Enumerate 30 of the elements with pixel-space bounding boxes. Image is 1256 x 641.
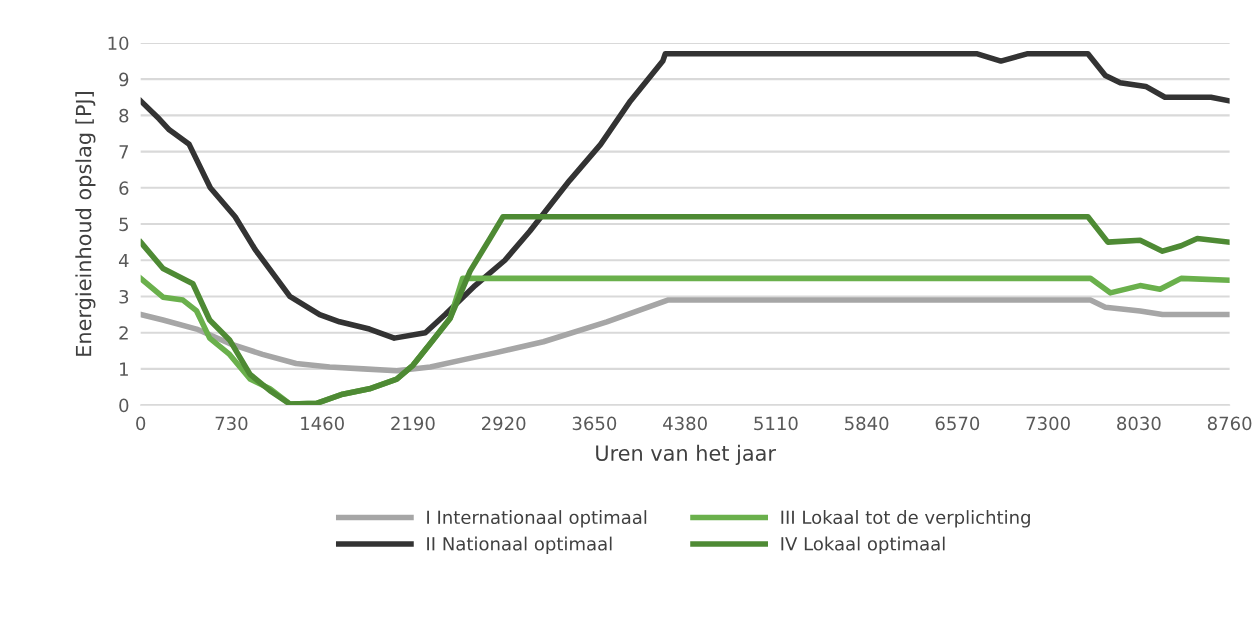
y-tick-label: 8 bbox=[119, 108, 129, 123]
y-tick-label: 3 bbox=[119, 289, 129, 304]
y-tick-label: 7 bbox=[119, 145, 129, 159]
x-tick-label: 730 bbox=[215, 416, 248, 431]
legend-label: I Internationaal optimaal bbox=[427, 510, 647, 528]
legend-label: II Nationaal optimaal bbox=[427, 536, 612, 555]
legend-label: IV Lokaal optimaal bbox=[781, 536, 945, 555]
y-tick-label: 9 bbox=[119, 72, 129, 87]
y-tick-label: 2 bbox=[119, 326, 128, 340]
y-tick-label: 5 bbox=[119, 217, 128, 232]
x-tick-label: 8760 bbox=[1207, 416, 1252, 431]
y-tick-label: 0 bbox=[119, 398, 129, 413]
x-tick-label: 7300 bbox=[1026, 416, 1070, 431]
y-tick-label: 10 bbox=[108, 36, 129, 51]
x-tick-label: 8030 bbox=[1117, 416, 1161, 431]
x-tick-label: 2190 bbox=[391, 416, 435, 431]
x-tick-label: 2920 bbox=[482, 416, 526, 431]
x-axis-title: Uren van het jaar bbox=[596, 444, 776, 465]
y-tick-label: 4 bbox=[118, 253, 129, 268]
x-tick-label: 5840 bbox=[845, 416, 889, 431]
x-tick-label: 0 bbox=[136, 416, 146, 431]
x-tick-label: 1460 bbox=[301, 416, 344, 431]
x-tick-label: 3650 bbox=[572, 416, 617, 431]
x-tick-label: 4380 bbox=[663, 416, 707, 431]
y-tick-label: 6 bbox=[119, 181, 129, 195]
x-tick-label: 5110 bbox=[754, 416, 798, 431]
y-axis-title: Energieinhoud opslag [PJ] bbox=[75, 92, 96, 356]
y-tick-label: 1 bbox=[120, 362, 128, 376]
legend-label: III Lokaal tot de verplichting bbox=[781, 510, 1030, 528]
x-tick-label: 6570 bbox=[935, 416, 980, 431]
